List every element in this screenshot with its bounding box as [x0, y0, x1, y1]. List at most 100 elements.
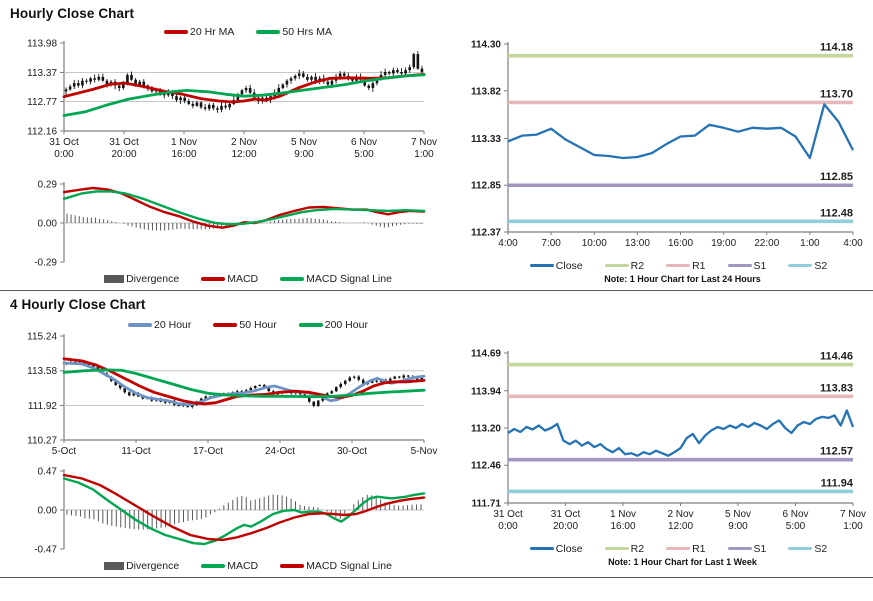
four-hourly-section: 4 Hourly Close Chart 20 Hour 50 Hour 200 H…: [0, 291, 873, 575]
legend-label: 20 Hour: [154, 318, 192, 331]
svg-text:111.92: 111.92: [28, 401, 58, 412]
svg-text:0:00: 0:00: [498, 521, 518, 532]
legend-label: MACD: [227, 272, 259, 285]
svg-text:5-Oct: 5-Oct: [52, 446, 77, 457]
legend-item-r2: R2: [604, 259, 645, 272]
hourly-ma-legend: 20 Hr MA 50 Hrs MA: [6, 24, 442, 39]
legend-label: R2: [630, 259, 645, 272]
legend-swatch: [104, 274, 125, 283]
svg-text:113.82: 113.82: [471, 86, 501, 97]
legend-label: Divergence: [126, 559, 180, 572]
legend-label: MACD: [227, 559, 259, 572]
hourly-macd-legend: Divergence MACD MACD Signal Line: [6, 271, 442, 286]
svg-text:1:00: 1:00: [843, 521, 863, 532]
legend-swatch: [666, 264, 691, 267]
legend-item-divergence: Divergence: [104, 273, 179, 285]
svg-text:5 Nov: 5 Nov: [725, 509, 751, 520]
svg-text:112.85: 112.85: [820, 171, 853, 183]
svg-text:19:00: 19:00: [711, 238, 736, 249]
legend-label: 50 Hour: [239, 318, 277, 331]
svg-text:6 Nov: 6 Nov: [782, 509, 808, 520]
svg-text:16:00: 16:00: [668, 238, 693, 249]
svg-text:31 Oct: 31 Oct: [551, 509, 581, 520]
svg-text:112.16: 112.16: [27, 127, 57, 138]
svg-text:5 Nov: 5 Nov: [291, 137, 317, 148]
svg-text:-0.29: -0.29: [34, 258, 57, 269]
legend-swatch: [788, 547, 813, 550]
legend-item-r1: R1: [666, 543, 706, 555]
section-title-hourly: Hourly Close Chart: [10, 6, 135, 21]
svg-text:112.46: 112.46: [471, 461, 501, 472]
svg-text:6 Nov: 6 Nov: [351, 137, 377, 148]
four-hourly-ma-legend: 20 Hour 50 Hour 200 Hour: [6, 317, 442, 332]
legend-swatch: [727, 547, 752, 550]
legend-item-close: Close: [529, 259, 583, 272]
svg-text:112.77: 112.77: [27, 97, 57, 108]
svg-text:7 Nov: 7 Nov: [840, 509, 866, 520]
legend-label: MACD Signal Line: [306, 272, 392, 285]
svg-text:112.57: 112.57: [820, 446, 853, 458]
svg-text:114.18: 114.18: [820, 42, 853, 54]
svg-text:31 Oct: 31 Oct: [109, 137, 139, 148]
svg-text:113.20: 113.20: [471, 424, 501, 435]
svg-text:113.33: 113.33: [471, 134, 501, 145]
svg-text:0:00: 0:00: [54, 149, 74, 160]
svg-text:0.00: 0.00: [38, 219, 58, 230]
legend-label: MACD Signal Line: [306, 559, 392, 572]
legend-item-s2: S2: [788, 260, 827, 272]
legend-swatch: [298, 322, 323, 327]
legend-item-50-hrs-ma: 50 Hrs MA: [256, 26, 332, 38]
svg-text:12:00: 12:00: [231, 149, 256, 160]
legend-item-r2: R2: [604, 542, 645, 555]
svg-text:2 Nov: 2 Nov: [667, 509, 693, 520]
svg-text:16:00: 16:00: [171, 149, 196, 160]
svg-text:114.30: 114.30: [471, 40, 501, 51]
four-hourly-candlestick-chart: 115.24 113.58 111.92 110.275-Oct 11-Oct 17-Oc…: [27, 332, 437, 457]
legend-label: 20 Hr MA: [190, 25, 235, 38]
legend-swatch: [201, 276, 226, 281]
legend-label: 50 Hrs MA: [282, 25, 332, 38]
svg-text:20:00: 20:00: [111, 149, 136, 160]
svg-text:110.27: 110.27: [27, 436, 57, 447]
four-hourly-macd-chart: 0.47 0.00 -0.47: [34, 467, 426, 556]
svg-text:113.58: 113.58: [27, 366, 57, 377]
svg-text:113.83: 113.83: [820, 382, 853, 394]
hourly-pivot-legend: Close R2 R1 S1 S2: [442, 258, 867, 273]
legend-swatch: [666, 547, 691, 550]
legend-label: S2: [814, 259, 828, 272]
svg-text:30-Oct: 30-Oct: [337, 446, 367, 457]
legend-item-20-hr-ma: 20 Hr MA: [164, 26, 234, 38]
bottom-divider: [0, 577, 873, 578]
legend-item-macd-signal-line: MACD Signal Line: [280, 273, 392, 285]
svg-text:5:00: 5:00: [786, 521, 806, 532]
legend-item-r1: R1: [666, 260, 706, 272]
svg-text:20:00: 20:00: [553, 521, 578, 532]
svg-text:2 Nov: 2 Nov: [231, 137, 257, 148]
legend-label: Close: [555, 542, 583, 555]
legend-label: Divergence: [126, 272, 180, 285]
svg-text:115.24: 115.24: [27, 332, 57, 343]
legend-label: Close: [555, 259, 583, 272]
legend-swatch: [604, 264, 629, 267]
legend-label: R2: [630, 542, 645, 555]
legend-label: S1: [753, 542, 767, 555]
legend-item-divergence: Divergence: [104, 560, 179, 572]
legend-swatch: [128, 322, 153, 327]
svg-text:113.70: 113.70: [820, 88, 853, 100]
four-hourly-left-column: 20 Hour 50 Hour 200 Hour 115.24 113.58 111.9…: [6, 315, 442, 573]
svg-text:0.00: 0.00: [38, 506, 58, 517]
legend-item-200-hour: 200 Hour: [298, 319, 368, 331]
svg-text:-0.47: -0.47: [34, 545, 57, 556]
four-hourly-right-column: 114.69 113.94 113.20 112.46 111.71 31 Oct 0:00…: [442, 315, 867, 573]
hourly-pivot-note: Note: 1 Hour Chart for Last 24 Hours: [604, 274, 761, 284]
legend-item-macd: MACD: [201, 273, 258, 285]
hourly-section: Hourly Close Chart 20 Hr MA 50 Hrs MA 113…: [0, 0, 873, 288]
svg-text:114.46: 114.46: [820, 351, 853, 363]
svg-text:16:00: 16:00: [610, 521, 635, 532]
svg-text:7 Nov: 7 Nov: [411, 137, 437, 148]
svg-text:9:00: 9:00: [294, 149, 314, 160]
legend-swatch: [213, 322, 238, 327]
svg-text:31 Oct: 31 Oct: [49, 137, 79, 148]
